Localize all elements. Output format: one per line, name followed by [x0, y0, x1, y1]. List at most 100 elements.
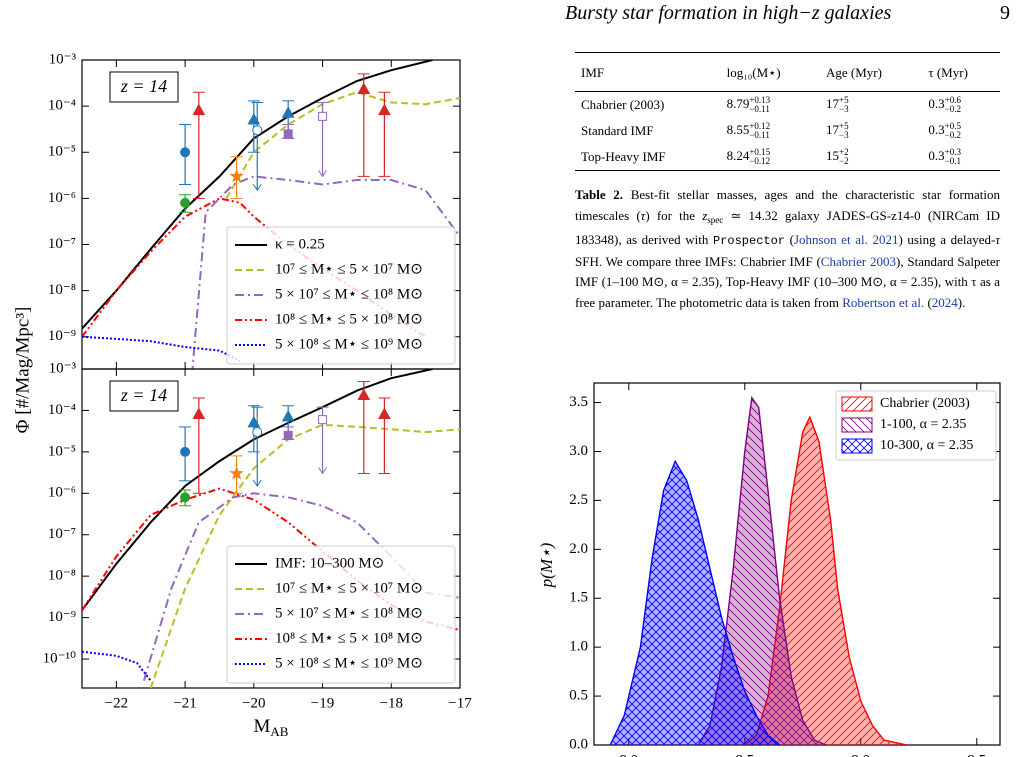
upper-error: +0.13	[749, 95, 771, 105]
citation: Robertson et al.	[842, 294, 925, 310]
legend-label: 10⁷ ≤ M⋆ ≤ 5 × 10⁷ M⊙	[275, 580, 423, 596]
data-point	[247, 415, 261, 428]
value: 0.3	[928, 121, 945, 137]
caption-text: τ	[995, 232, 1000, 247]
data-point	[180, 197, 191, 208]
table-cell: 15 +2 −2	[820, 144, 922, 171]
y-tick-label: 1.5	[569, 590, 588, 606]
y-tick-label: 10⁻⁵	[48, 144, 76, 160]
legend-swatch	[841, 438, 873, 454]
legend-label: Chabrier (2003)	[880, 396, 970, 411]
citation: 2024	[931, 294, 958, 310]
data-point	[281, 106, 295, 118]
data-point	[192, 103, 206, 116]
legend-swatch	[841, 396, 873, 412]
x-tick-label: −19	[311, 695, 334, 711]
legend-swatch	[841, 417, 873, 433]
lower-error: −0.11	[749, 104, 770, 114]
legend-label: 5 × 10⁸ ≤ M⋆ ≤ 10⁹ M⊙	[275, 655, 423, 671]
table-cell: 8.55 +0.12 −0.11	[721, 118, 820, 144]
uncertainty: +0.3 −0.1	[945, 148, 961, 166]
legend-label: 10⁸ ≤ M⋆ ≤ 5 × 10⁸ M⊙	[275, 311, 423, 327]
data-point	[252, 427, 263, 438]
lower-error: −0.1	[944, 156, 961, 166]
caption-text: (	[785, 232, 794, 247]
column-header: IMF	[575, 52, 721, 92]
annotation-box	[109, 71, 179, 103]
y-tick-label: 0.0	[569, 736, 588, 752]
upper-error: +2	[839, 147, 849, 157]
caption-label: Table 2.	[575, 187, 624, 202]
table-cell: Top-Heavy IMF	[581, 149, 666, 164]
legend-label: 1-100, α = 2.35	[880, 417, 966, 432]
data-point	[283, 430, 293, 440]
uncertainty: +0.12 −0.11	[749, 122, 770, 140]
x-axis-label-main: M	[254, 716, 271, 737]
x-tick-label: 9.5	[967, 752, 986, 757]
y-tick-label: 3.5	[569, 394, 588, 410]
x-tick-label: −18	[380, 695, 403, 711]
y-tick-label: 10⁻⁶	[48, 190, 76, 206]
density-hatch	[609, 459, 781, 745]
upper-error: +5	[839, 121, 849, 131]
model-line	[82, 650, 152, 682]
citation: Chabrier 2003	[820, 253, 897, 269]
table-cell: 0.3 +0.6 −0.2	[922, 92, 1000, 119]
table-cell: 8.79 +0.13 −0.11	[721, 92, 820, 119]
y-tick-label: 10⁻⁷	[48, 236, 76, 252]
upper-limit-arrow	[318, 467, 327, 475]
y-tick-label: 10⁻³	[49, 51, 77, 67]
data-point	[252, 125, 263, 136]
uncertainty: +5 −3	[839, 122, 849, 140]
table-cell: 17 +5 −3	[820, 118, 922, 144]
data-point	[378, 103, 391, 116]
caption-text: ≃ 14.32 galaxy JADES-GS-z14-0 (NIRCam ID…	[575, 207, 1000, 248]
table-cell: Chabrier (2003)	[581, 97, 665, 112]
value: 0.3	[928, 95, 945, 111]
uncertainty: +0.6 −0.2	[945, 96, 961, 114]
x-tick-label: −21	[173, 695, 196, 711]
data-point	[357, 82, 371, 94]
y-tick-label: 2.0	[569, 541, 588, 557]
x-axis-label: MAB	[254, 716, 289, 739]
lower-error: −3	[839, 130, 849, 140]
caption-text: ) using a delayed-	[898, 232, 996, 247]
data-point	[357, 388, 371, 400]
caption-text: ), Standard Salpeter IMF (1–100 M⊙, α = …	[575, 253, 1000, 310]
data-point	[229, 466, 244, 480]
annotation: z = 14	[120, 385, 167, 405]
table: IMF log₁₀(M⋆) Age (Myr) τ (Myr) Chabrier (20…	[575, 52, 1000, 171]
y-tick-label: 10⁻³	[49, 360, 77, 376]
model-line	[191, 175, 460, 369]
column-header: log₁₀(M⋆)	[720, 52, 821, 92]
lower-error: −0.11	[749, 130, 770, 140]
legend-box	[835, 390, 997, 461]
annotation: z = 14	[120, 76, 167, 96]
citation: Johnson et al. 2021	[793, 232, 899, 247]
data-point	[283, 129, 293, 139]
x-tick-label: 8.5	[735, 752, 754, 757]
y-tick-label: 10⁻⁶	[48, 485, 76, 501]
data-point	[192, 407, 206, 419]
y-tick-label: 10⁻⁸	[48, 568, 76, 584]
legend-box	[226, 545, 456, 684]
table-cell: Standard IMF	[581, 123, 654, 138]
caption-text: ).	[957, 294, 966, 310]
model-line	[82, 335, 241, 362]
y-tick-label: 10⁻⁸	[48, 282, 76, 298]
value: 17	[826, 95, 840, 111]
caption-text: τ	[640, 207, 646, 223]
data-point	[229, 168, 244, 183]
model-line	[82, 197, 427, 338]
legend-label: IMF: 10–300 M⊙	[275, 555, 384, 571]
value: 15	[826, 147, 840, 163]
legend-label: 10-300, α = 2.35	[880, 438, 973, 453]
y-tick-label: 10⁻¹⁰	[43, 650, 76, 666]
x-tick-label: −20	[242, 695, 265, 711]
upper-error: +0.5	[944, 121, 961, 131]
upper-limit-arrow	[252, 479, 262, 487]
upper-limit-arrow	[318, 170, 327, 178]
data-point	[180, 446, 191, 457]
caption: Table 2. Best-fit stellar masses, ages a…	[575, 185, 1000, 313]
